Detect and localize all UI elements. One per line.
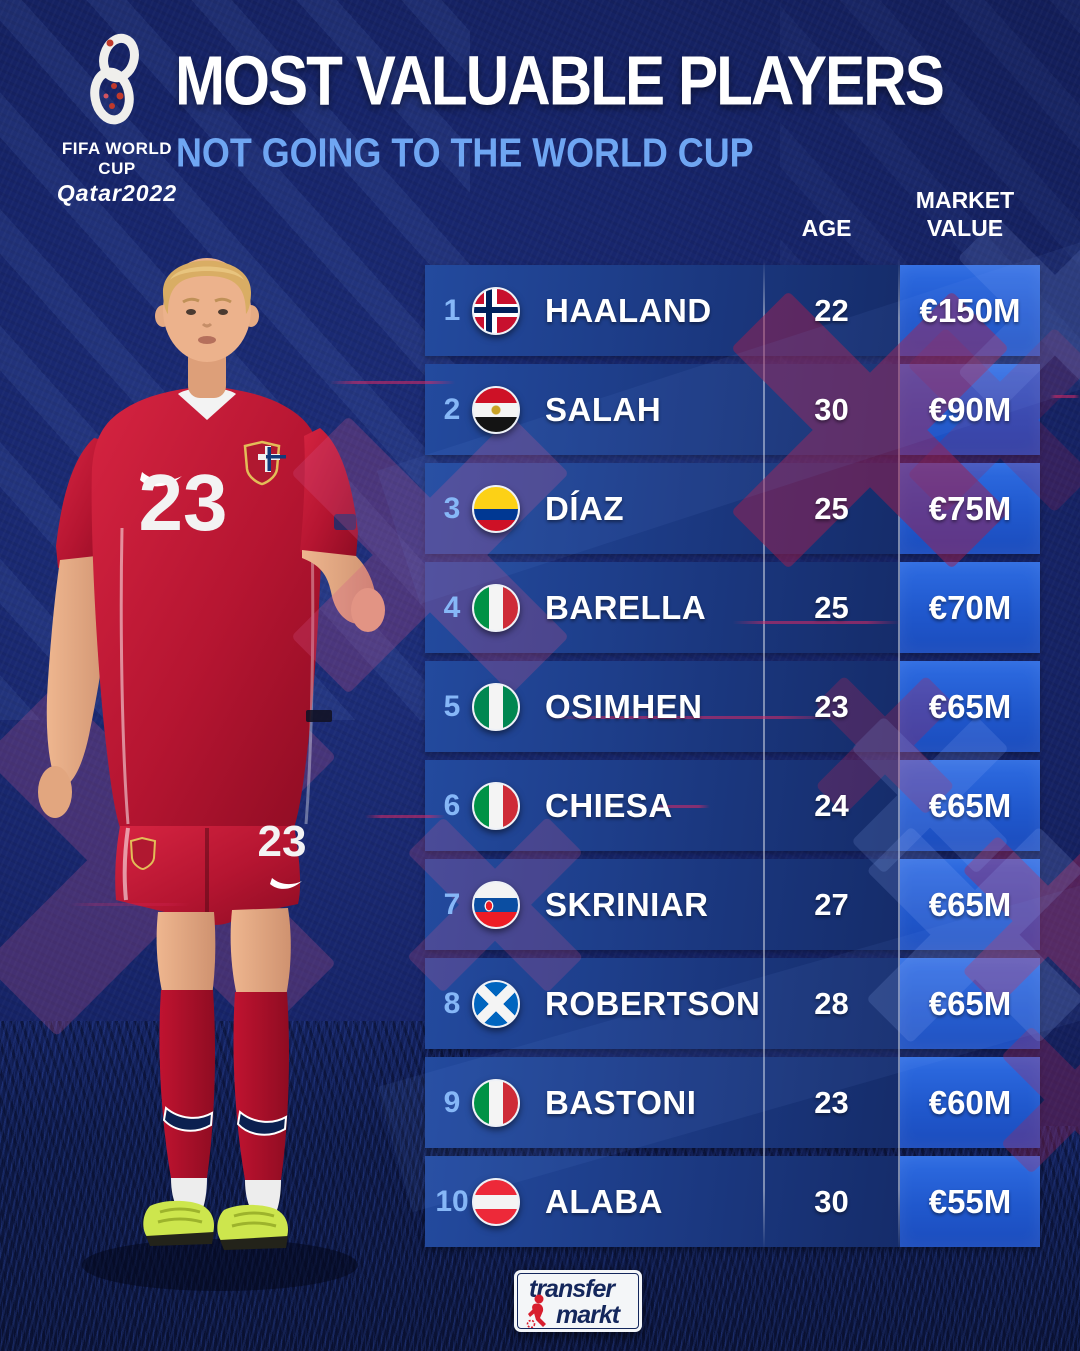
flag-austria-icon: [472, 1177, 520, 1226]
player-name: BASTONI: [545, 1084, 697, 1121]
rank-label: 5: [443, 690, 461, 723]
market-value: €65M: [928, 886, 1012, 923]
player-age: 25: [814, 590, 849, 625]
flag-egypt-icon: [472, 385, 520, 434]
flag-colombia-icon: [472, 484, 520, 533]
player-age: 30: [814, 1184, 849, 1219]
player-age: 23: [814, 1085, 849, 1120]
glitch-line: [330, 381, 455, 384]
rank-label: 1: [443, 294, 461, 327]
market-value: €70M: [928, 589, 1012, 626]
glitch-line: [733, 621, 900, 624]
market-value: €75M: [928, 490, 1012, 527]
haaland-photo: 23 23: [38, 258, 385, 1291]
rank-label: 3: [443, 492, 461, 525]
table-row: 1 HAALAND 22 €150M: [425, 265, 1040, 356]
table-row: 2 SALAH 30 €90M: [425, 364, 1040, 455]
table-row: 9 BASTONI 23 €60M: [425, 1057, 1040, 1148]
market-value: €60M: [928, 1084, 1012, 1121]
market-value: €65M: [928, 688, 1012, 725]
market-value-cell: €75M: [900, 463, 1040, 554]
flag-italy-icon: [472, 583, 520, 632]
player-name: SKRINIAR: [545, 886, 709, 923]
rank-label: 7: [443, 888, 461, 921]
fifa-world-cup-branding: FIFA WORLD CUP Qatar2022: [42, 30, 192, 207]
rank-label: 9: [443, 1086, 461, 1119]
column-header-market-value: MARKET VALUE: [915, 187, 1015, 241]
rank-label: 6: [443, 789, 461, 822]
rank-label: 2: [443, 393, 461, 426]
player-value-table: AGE MARKET VALUE 1 HAALAND 22 €150M 2 SA…: [70, 0, 1080, 1351]
flag-nigeria-icon: [472, 682, 520, 731]
market-value-cell: €70M: [900, 562, 1040, 653]
transfermarkt-logo: transfer markt: [514, 1270, 642, 1332]
player-age: 28: [814, 986, 849, 1021]
market-value-cell: €150M: [900, 265, 1040, 356]
market-value: €65M: [928, 985, 1012, 1022]
market-value-cell: €65M: [900, 760, 1040, 851]
qatar-2022-wordmark: Qatar2022: [56, 180, 178, 206]
fifa-world-cup-qatar-2022-emblem-icon: [90, 33, 139, 125]
transfermarkt-wordmark-line2: markt: [556, 1301, 620, 1329]
player-age: 30: [814, 392, 849, 427]
market-value-cell: €90M: [900, 364, 1040, 455]
glitch-line: [70, 903, 190, 906]
rank-label: 10: [435, 1185, 469, 1218]
glitch-line: [654, 805, 710, 808]
player-name: OSIMHEN: [545, 688, 703, 725]
divider-line: [763, 258, 765, 1250]
table-row: 7 SKRINIAR 27 €65M: [425, 859, 1040, 950]
table-row: 4 BARELLA 25 €70M: [425, 562, 1040, 653]
player-age: 24: [814, 788, 849, 823]
page-subtitle: NOT GOING TO THE WORLD CUP: [176, 130, 754, 176]
player-age: 27: [814, 887, 849, 922]
jersey-number: 23: [139, 458, 228, 547]
table-row: 10 ALABA 30 €55M: [425, 1156, 1040, 1247]
divider-line: [898, 258, 900, 1250]
table-row: 3 DÍAZ 25 €75M: [425, 463, 1040, 554]
player-name: CHIESA: [545, 787, 673, 824]
rank-label: 8: [443, 987, 461, 1020]
flag-norway-icon: [472, 286, 520, 335]
market-value: €90M: [928, 391, 1012, 428]
player-name: ALABA: [545, 1183, 663, 1220]
glitch-line: [546, 716, 840, 719]
flag-scotland-icon: [472, 979, 520, 1028]
table-row: 5 OSIMHEN 23 €65M: [425, 661, 1040, 752]
market-value-cell: €65M: [900, 661, 1040, 752]
column-header-age: AGE: [801, 215, 852, 241]
player-age: 22: [814, 293, 849, 328]
glitch-line: [1050, 395, 1080, 398]
rank-label: 4: [443, 591, 461, 624]
player-name: BARELLA: [545, 589, 707, 626]
player-name: DÍAZ: [545, 490, 624, 527]
market-value-cell: €65M: [900, 859, 1040, 950]
fifa-wordmark: FIFA WORLD CUP: [61, 139, 173, 178]
player-age: 23: [814, 689, 849, 724]
market-value-cell: €55M: [900, 1156, 1040, 1247]
player-age: 25: [814, 491, 849, 526]
table-row: 6 CHIESA 24 €65M: [425, 760, 1040, 851]
player-name: SALAH: [545, 391, 662, 428]
transfermarkt-player-icon: [526, 1294, 546, 1328]
market-value: €150M: [919, 292, 1021, 329]
market-value-cell: €60M: [900, 1057, 1040, 1148]
market-value-cell: €65M: [900, 958, 1040, 1049]
market-value: €55M: [928, 1183, 1012, 1220]
table-row: 8 ROBERTSON 28 €65M: [425, 958, 1040, 1049]
flag-italy-icon: [472, 781, 520, 830]
flag-slovakia-icon: [472, 880, 520, 929]
shorts-number: 23: [258, 817, 307, 866]
page-title: MOST VALUABLE PLAYERS: [175, 43, 945, 121]
market-value: €65M: [928, 787, 1012, 824]
player-name: ROBERTSON: [545, 985, 761, 1022]
glitch-line: [365, 815, 445, 818]
flag-italy-icon: [472, 1078, 520, 1127]
player-name: HAALAND: [545, 292, 712, 329]
